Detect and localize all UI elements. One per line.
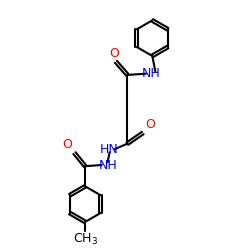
Text: O: O	[145, 118, 155, 131]
Text: HN: HN	[100, 143, 119, 156]
Text: O: O	[109, 47, 119, 60]
Text: NH: NH	[98, 158, 117, 172]
Text: NH: NH	[142, 67, 161, 80]
Text: O: O	[62, 138, 72, 151]
Text: CH$_3$: CH$_3$	[72, 232, 98, 248]
